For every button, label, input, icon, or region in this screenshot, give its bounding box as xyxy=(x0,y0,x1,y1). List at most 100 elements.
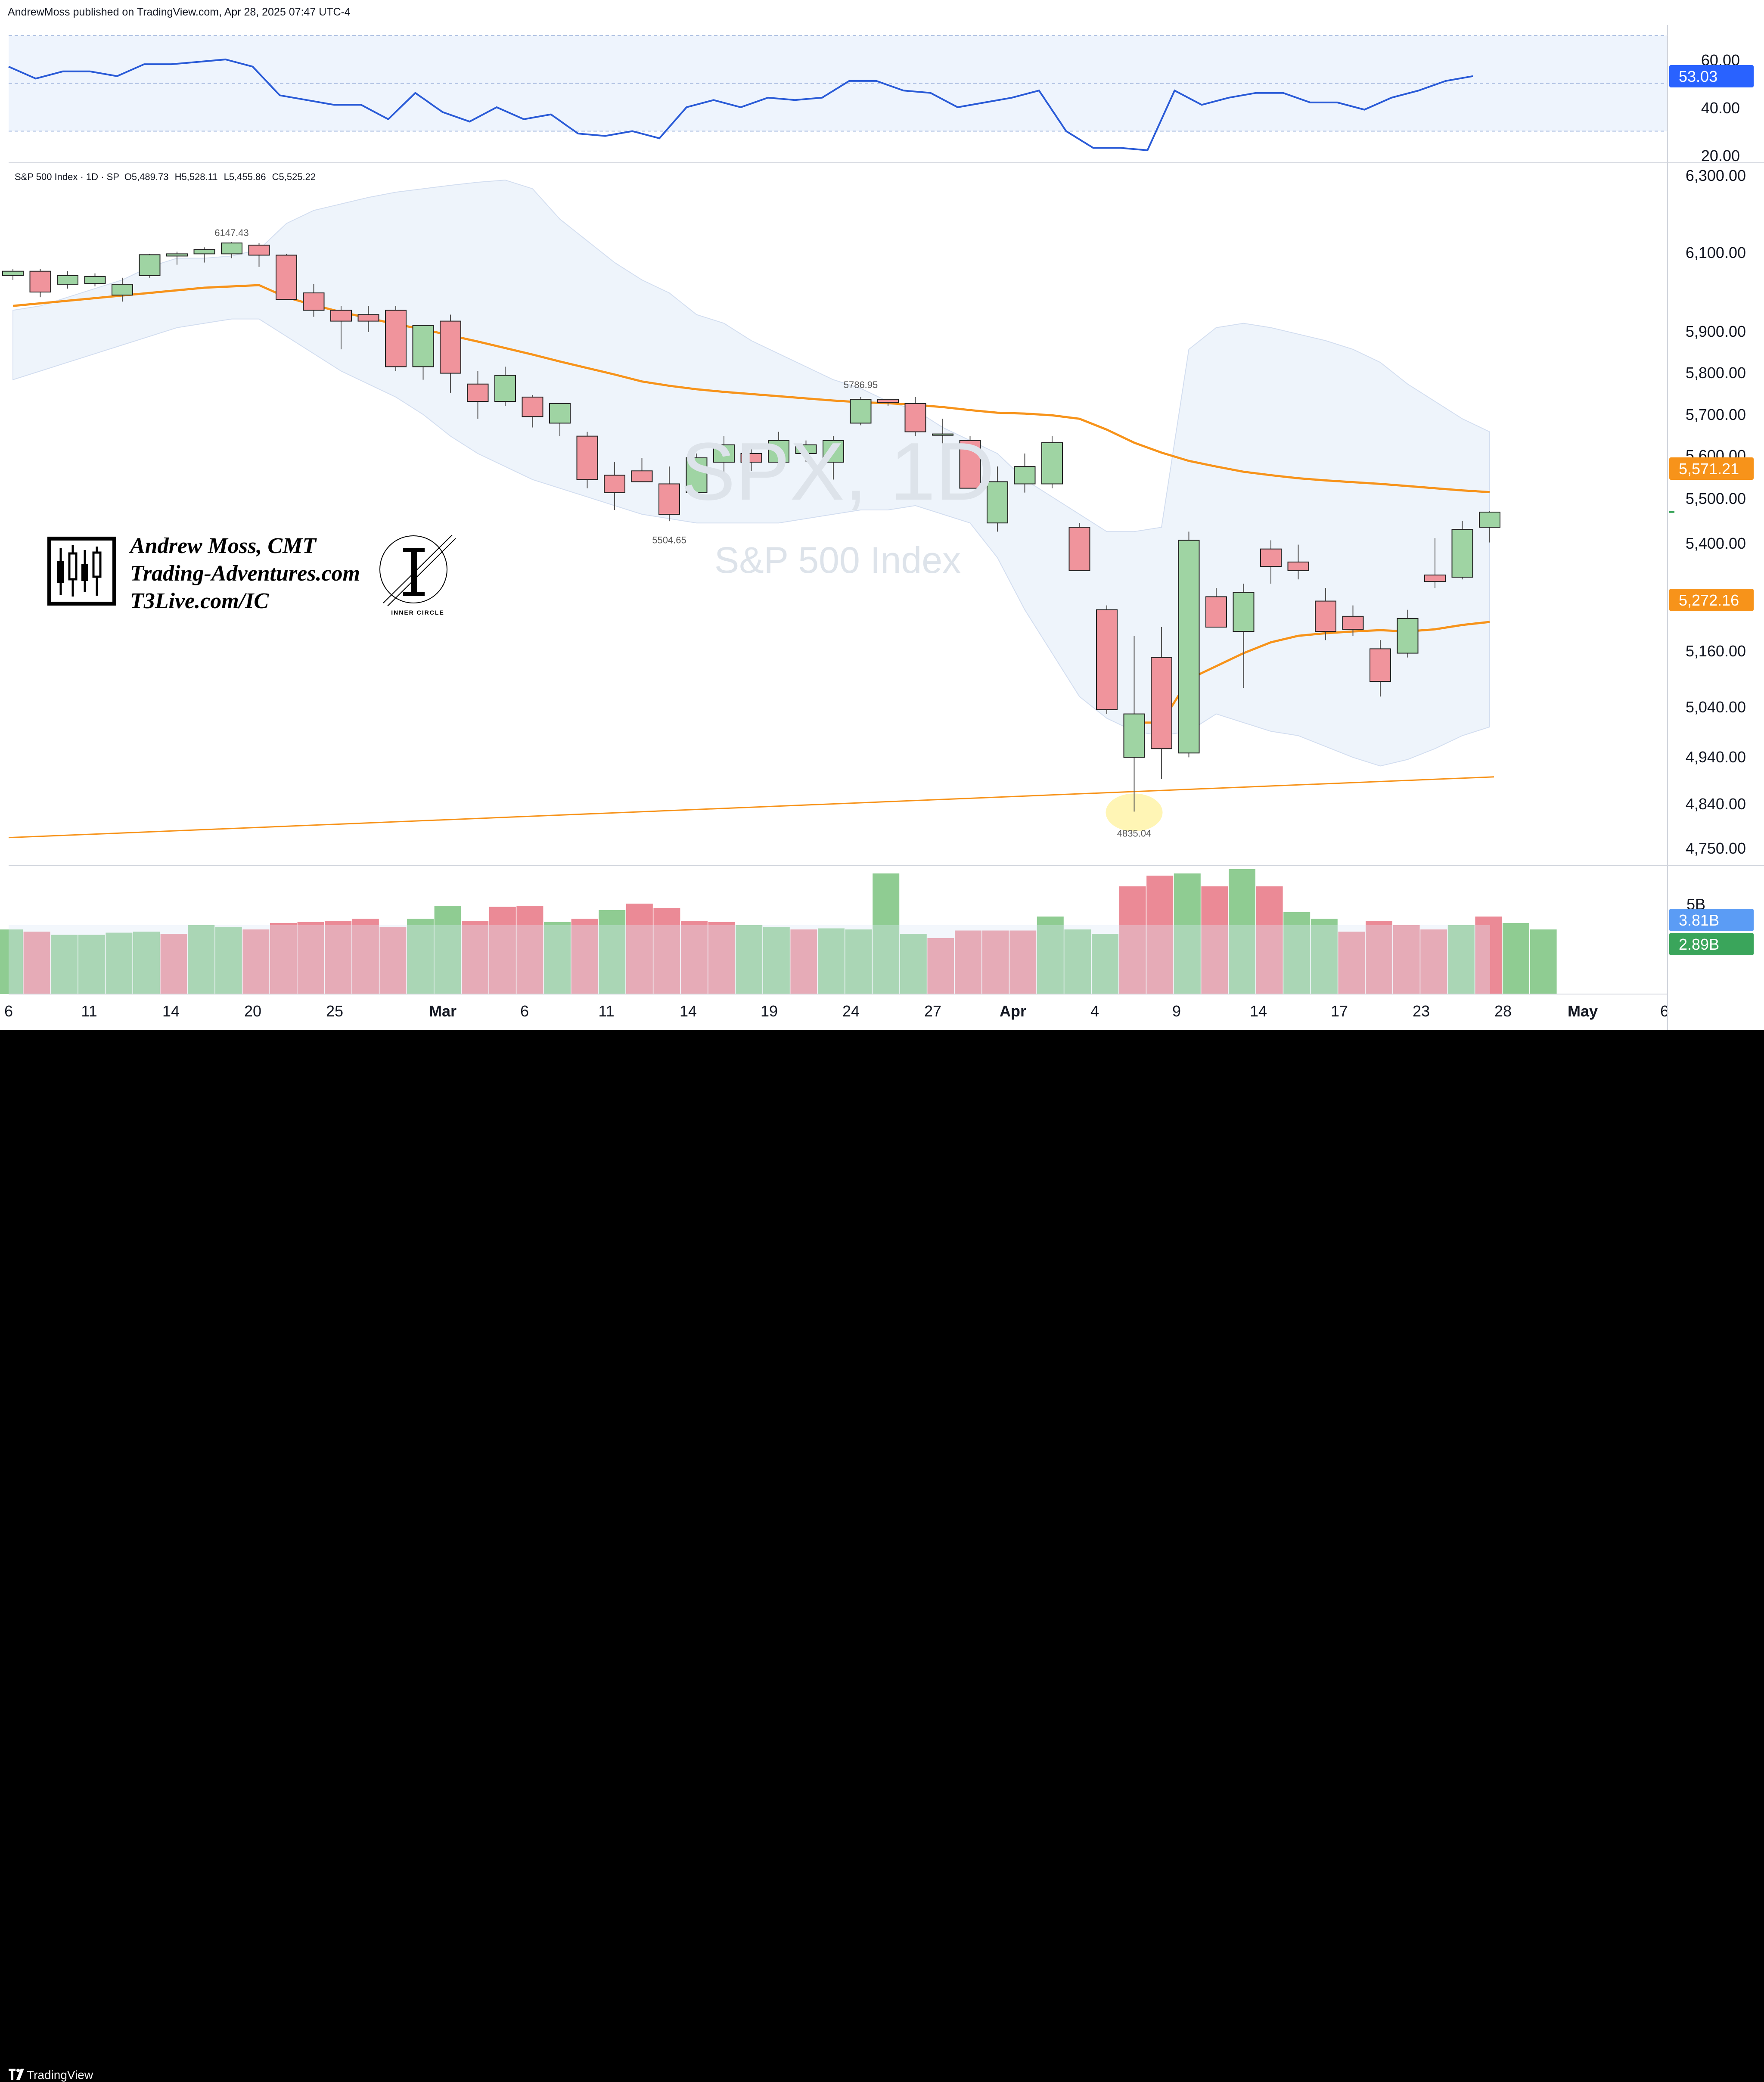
candle[interactable] xyxy=(1233,584,1255,688)
volume-bar[interactable] xyxy=(845,929,872,994)
candle[interactable] xyxy=(248,243,270,267)
candle[interactable] xyxy=(2,269,24,280)
ma50-line[interactable] xyxy=(12,284,1490,494)
volume-bar[interactable] xyxy=(407,919,434,994)
volume-pane[interactable] xyxy=(0,869,1557,994)
candle[interactable] xyxy=(84,273,106,286)
time-axis[interactable]: 6 11 14 20 25 Mar 6 11 14 19 24 27 Apr 4 9 14 17 23 28 May 6 xyxy=(4,994,1669,1020)
volume-bar[interactable] xyxy=(1475,917,1502,994)
candle[interactable] xyxy=(1287,544,1309,580)
volume-bar[interactable] xyxy=(325,921,352,994)
candle[interactable] xyxy=(1315,588,1336,640)
volume-bar[interactable] xyxy=(1229,869,1255,994)
candle[interactable] xyxy=(467,371,489,419)
volume-bar[interactable] xyxy=(1174,873,1201,994)
candle[interactable] xyxy=(1479,510,1500,543)
volume-bar[interactable] xyxy=(78,935,105,994)
volume-bar[interactable] xyxy=(544,922,571,994)
candle[interactable] xyxy=(221,242,242,258)
volume-bar[interactable] xyxy=(626,904,653,994)
candle[interactable] xyxy=(166,252,188,265)
candle[interactable] xyxy=(686,453,708,497)
volume-bar[interactable] xyxy=(23,932,50,994)
candle[interactable] xyxy=(604,462,625,510)
candle[interactable] xyxy=(904,397,926,436)
volume-bar[interactable] xyxy=(215,927,242,994)
candle[interactable] xyxy=(1096,605,1118,714)
volume-bar[interactable] xyxy=(1338,932,1365,994)
volume-bar[interactable] xyxy=(681,921,708,994)
candle[interactable] xyxy=(1041,436,1063,488)
chart-canvas[interactable]: 6147.43 5786.95 5504.65 4835.04 6 11 14 20 25 Ma… xyxy=(0,25,1764,1030)
volume-bar[interactable] xyxy=(955,930,981,994)
rsi-pane[interactable] xyxy=(8,35,1764,163)
candle[interactable] xyxy=(303,284,325,317)
candle[interactable] xyxy=(330,306,352,350)
candle[interactable] xyxy=(385,306,407,371)
candle[interactable] xyxy=(549,403,571,436)
candle[interactable] xyxy=(1451,521,1473,580)
volume-bar[interactable] xyxy=(242,929,270,994)
volume-bar[interactable] xyxy=(1420,929,1447,994)
volume-bar[interactable] xyxy=(352,919,379,994)
candle[interactable] xyxy=(276,254,297,300)
candle[interactable] xyxy=(57,271,78,289)
volume-bar[interactable] xyxy=(736,925,763,994)
candle[interactable] xyxy=(1178,531,1200,758)
volume-bar[interactable] xyxy=(1256,886,1283,994)
candle[interactable] xyxy=(1370,640,1391,697)
candle[interactable] xyxy=(1014,453,1036,493)
candle[interactable] xyxy=(112,277,133,302)
volume-bar[interactable] xyxy=(1092,934,1118,994)
candle[interactable] xyxy=(412,325,434,380)
volume-bar[interactable] xyxy=(1009,930,1037,994)
volume-bar[interactable] xyxy=(1393,925,1420,994)
candle[interactable] xyxy=(193,247,215,263)
candle[interactable] xyxy=(1123,636,1145,812)
candle[interactable] xyxy=(877,398,899,406)
volume-bar[interactable] xyxy=(1283,912,1311,994)
volume-bar[interactable] xyxy=(270,923,297,994)
volume-bar[interactable] xyxy=(0,929,23,994)
volume-bar[interactable] xyxy=(708,922,735,994)
candle[interactable] xyxy=(850,397,872,426)
volume-bar[interactable] xyxy=(1447,925,1475,994)
candle[interactable] xyxy=(658,466,680,522)
volume-bar[interactable] xyxy=(51,935,78,994)
candle[interactable] xyxy=(576,432,598,488)
candle[interactable] xyxy=(1205,588,1227,628)
volume-bar[interactable] xyxy=(790,929,817,994)
tradingview-logo-icon[interactable] xyxy=(8,2067,27,2082)
candle[interactable] xyxy=(440,314,461,393)
candle[interactable] xyxy=(768,432,789,467)
volume-bar[interactable] xyxy=(516,906,543,994)
candle[interactable] xyxy=(1342,605,1364,636)
ma200-line[interactable] xyxy=(8,776,1494,839)
volume-bar[interactable] xyxy=(571,919,598,994)
volume-bar[interactable] xyxy=(900,934,927,994)
volume-bar[interactable] xyxy=(133,932,160,994)
volume-bar[interactable] xyxy=(106,932,133,994)
volume-bar[interactable] xyxy=(927,938,954,994)
volume-bar[interactable] xyxy=(1503,923,1529,994)
volume-bar[interactable] xyxy=(982,930,1009,994)
candle[interactable] xyxy=(357,306,379,332)
volume-bar[interactable] xyxy=(1037,917,1064,994)
candle[interactable] xyxy=(932,419,953,445)
price-scale[interactable]: 60.0040.0020.006,300.006,100.005,900.005… xyxy=(1667,25,1754,1030)
price-pane[interactable]: 6147.43 5786.95 5504.65 4835.04 xyxy=(2,180,1764,866)
candle[interactable] xyxy=(522,395,543,428)
candle[interactable] xyxy=(795,440,817,463)
volume-bar[interactable] xyxy=(379,927,407,994)
volume-bar[interactable] xyxy=(599,910,626,994)
candle[interactable] xyxy=(494,367,516,406)
volume-bar[interactable] xyxy=(1311,919,1338,994)
volume-bar[interactable] xyxy=(818,928,845,994)
volume-bar[interactable] xyxy=(1146,876,1174,994)
candle[interactable] xyxy=(713,436,735,480)
volume-bar[interactable] xyxy=(763,927,790,994)
volume-bar[interactable] xyxy=(1064,929,1091,994)
candle[interactable] xyxy=(631,458,653,482)
candle[interactable] xyxy=(1260,540,1282,584)
candle[interactable] xyxy=(1397,609,1419,658)
